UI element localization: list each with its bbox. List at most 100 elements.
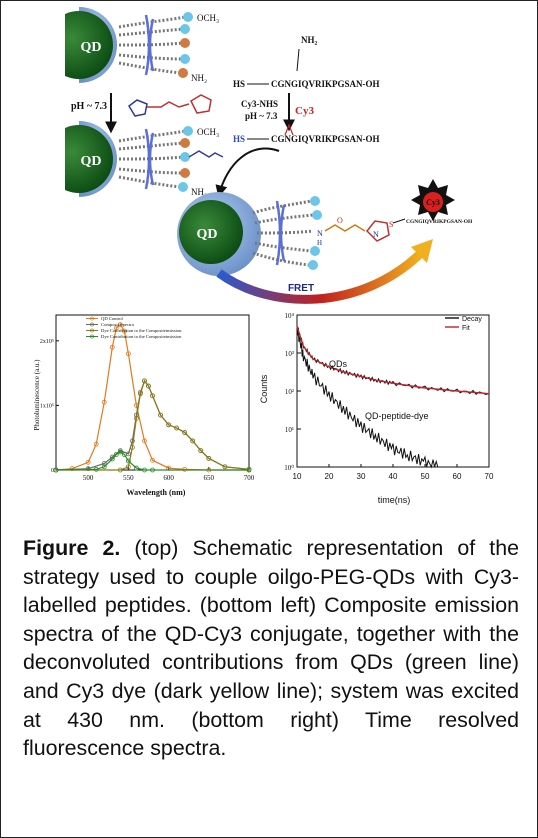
peptide-branch [296,48,300,72]
nh2-label: NH₂ [191,73,207,83]
ph-label-2: pH ~ 7.3 [245,111,278,121]
y-tick-label: 1x10⁵ [40,403,54,409]
x-tick-label: 30 [357,472,366,481]
data-point [182,466,188,472]
decay-chart: 10 20 30 40 50 60 70 10⁰ 10¹ 10² 10³ 10⁴ Decay Fit ti… [259,312,494,505]
data-point [129,444,135,450]
annotation-qd-peptide-dye: QD-peptide-dye [365,411,429,421]
peptide-sequence: CGNGIQVRIKPGSAN-OH [271,134,380,144]
och3-label: OCH₃ [197,127,219,137]
data-point [142,378,147,384]
fret-arrow [216,249,425,304]
annotation-qds: QDs [329,359,348,369]
legend-entry: Composit Spectra [101,322,134,327]
data-point [138,391,143,397]
data-point [129,438,135,444]
legend-marker [90,316,94,321]
data-point [158,412,163,418]
conjugate-sequence: CGNGIQVRIKPGSAN-OH [406,219,473,225]
x-tick-label: 40 [389,472,398,481]
peptide-sequence: CGNGIQVRIKPGSAN-OH [271,79,380,89]
x-tick-label: 70 [485,472,494,481]
caption-text: (top) Schematic representation of the st… [23,536,519,761]
data-point [206,455,212,461]
x-tick-label: 20 [325,472,334,481]
y-tick-label: 10¹ [285,426,294,434]
data-point [113,452,119,457]
x-tick-label: 50 [421,472,430,481]
attached-maleimide [188,150,224,158]
end-groups-2 [178,126,193,192]
fit-line [296,326,490,395]
legend-entry: Dye Contribution to the Compositeimissio… [101,334,182,339]
data-point [134,465,139,471]
x-tick-label: 10 [293,472,302,481]
qd-particle-1: QD [41,1,117,91]
qd-particle-3: QD [177,192,261,276]
end-groups-1 [178,12,193,78]
data-point [121,328,127,334]
maleimide-linker [128,94,212,117]
data-point [198,448,204,454]
qd-particle-2: QD [41,117,117,207]
decay-line [296,325,490,396]
cy3-tag: Cy3 [295,105,314,117]
figure-label: Figure 2. [23,536,121,560]
data-point [101,461,107,466]
y-tick-label: 10⁰ [284,464,294,472]
data-point [246,467,252,473]
x-tick-label: 600 [163,474,174,482]
curved-arrow [215,147,280,198]
legend-entry: Dye Contribution to the Compositeimissio… [101,328,182,333]
qd-label: QD [81,40,102,55]
data-point [117,467,123,473]
data-point [166,422,171,428]
legend-entry: QD Control [101,316,124,321]
data-point [125,351,131,357]
peg-loops-1 [144,14,155,76]
data-point [150,393,155,399]
legend-marker [90,328,94,333]
amide-n: N [317,229,323,238]
schematic-diagram: QD OCH₃ NH₂ pH ~ 7.3 QD [41,1,473,304]
data-point [125,464,131,470]
fret-label: FRET [288,283,314,294]
maleimide-n: N [373,230,379,239]
data-point [174,425,180,431]
x-tick-label: 500 [83,474,94,482]
data-point [146,383,151,389]
peg-loops-2 [144,128,155,190]
legend-marker [90,322,94,327]
thioether-s: S [389,220,393,229]
y-tick-label: 10⁴ [285,312,295,320]
y-tick-label: 2x10⁵ [40,339,54,345]
data-point [142,438,147,444]
ph-label-1: pH ~ 7.3 [71,101,107,112]
conjugate-linker: N H O N S CGNGIQVRIKPGSAN-OH [317,216,473,247]
data-point [182,430,188,435]
amide-h: H [317,239,322,247]
cy3-nhs-label: Cy3-NHS [241,99,278,109]
data-point [85,459,91,465]
peptide-nh2: NH₂ [301,35,318,45]
data-point [142,467,147,473]
nh2-label: NH₂ [191,187,207,197]
data-point [93,441,99,447]
x-axis-label: time(ns) [378,495,411,505]
data-point [85,466,91,472]
data-point [190,438,196,444]
qd-label: QD [81,154,102,169]
peptide-hs: HS [233,79,245,89]
x-tick-label: 650 [204,474,215,482]
data-point [222,464,228,470]
data-point [53,467,59,473]
carbonyl-o: O [337,216,343,225]
data-point [134,415,139,421]
emission-spectra-chart: 500 550 600 650 700 0 1x10⁵ 2x10⁵ QD ControlCom… [33,314,255,497]
fret-arrowhead [411,239,433,263]
data-point [101,464,107,470]
cy3-star: Cy3 [411,179,455,221]
data-point [121,452,127,457]
